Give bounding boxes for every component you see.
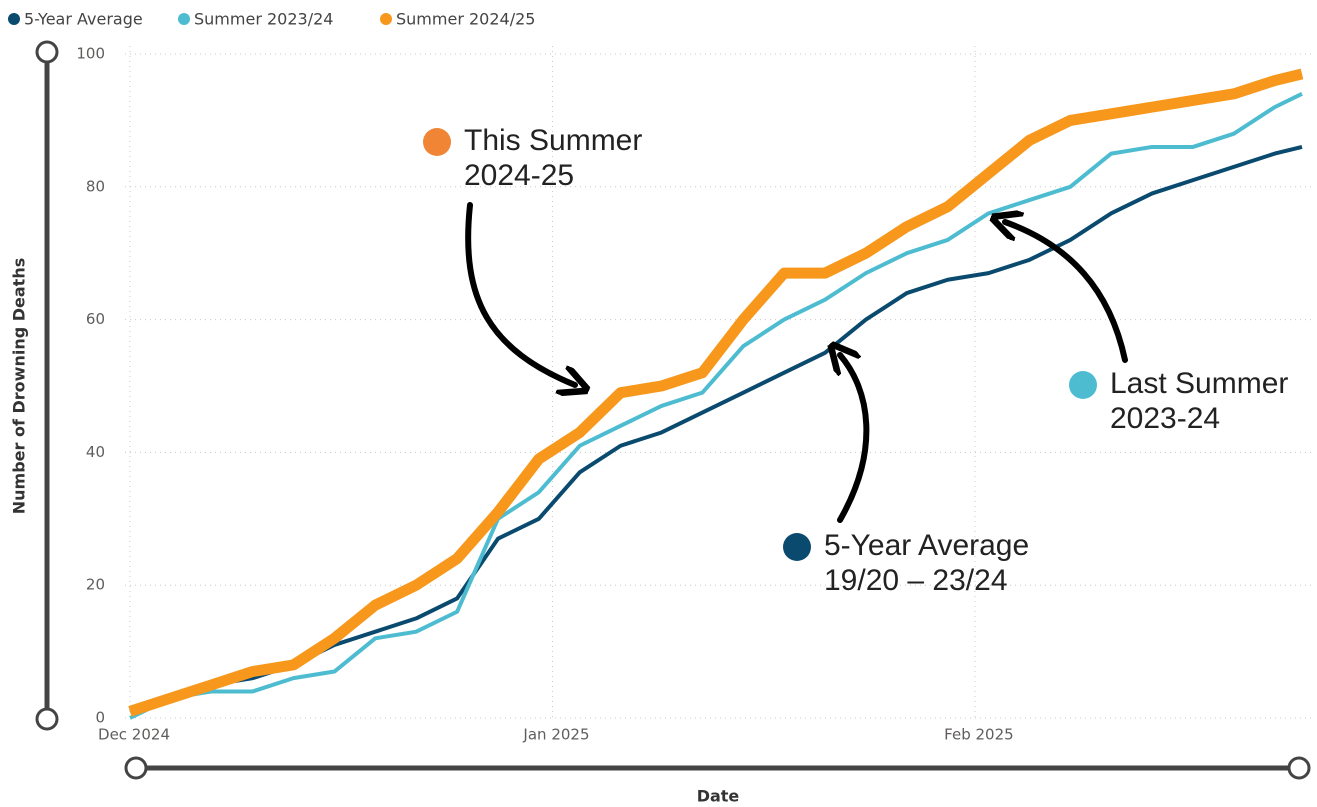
annotation-text: Last Summer — [1110, 367, 1288, 400]
annotation-text: 19/20 – 23/24 — [824, 564, 1008, 597]
y-tick-label: 0 — [95, 709, 105, 727]
annotation-dot — [423, 128, 451, 156]
y-tick-label: 100 — [76, 45, 105, 63]
slider-y — [35, 40, 59, 731]
x-axis-title: Date — [697, 787, 740, 806]
annotation-text: This Summer — [464, 124, 642, 157]
annotation-text: 5-Year Average — [824, 529, 1029, 562]
y-axis-title: Number of Drowning Deaths — [10, 258, 29, 514]
series-line — [129, 92, 1303, 720]
legend-label: Summer 2023/24 — [194, 10, 333, 29]
series-line — [128, 68, 1304, 717]
x-tick-label: Jan 2025 — [522, 726, 589, 744]
annotation-dot — [1069, 371, 1097, 399]
y-tick-label: 20 — [86, 576, 105, 594]
legend-marker — [8, 13, 20, 25]
legend-marker — [380, 13, 392, 25]
legend-marker — [178, 13, 190, 25]
slider-x — [124, 756, 1311, 780]
annotation-text: 2023-24 — [1110, 402, 1220, 435]
arrows — [465, 202, 1128, 523]
grid: 0 20 40 60 80 100 Dec 2024 Jan 2025 Feb 2025 — [76, 45, 1312, 744]
legend-label: Summer 2024/25 — [396, 10, 535, 29]
annotation-dot — [783, 533, 811, 561]
x-tick-label: Feb 2025 — [944, 726, 1014, 744]
y-tick-label: 80 — [86, 177, 105, 195]
lines — [128, 68, 1304, 720]
x-tick-label: Dec 2024 — [98, 726, 170, 744]
y-tick-label: 40 — [86, 443, 105, 461]
legend: 5-Year Average Summer 2023/24 Summer 2024/… — [8, 10, 535, 29]
legend-label: 5-Year Average — [24, 10, 143, 29]
annotation-text: 2024-25 — [464, 159, 574, 192]
y-tick-label: 60 — [86, 310, 105, 328]
